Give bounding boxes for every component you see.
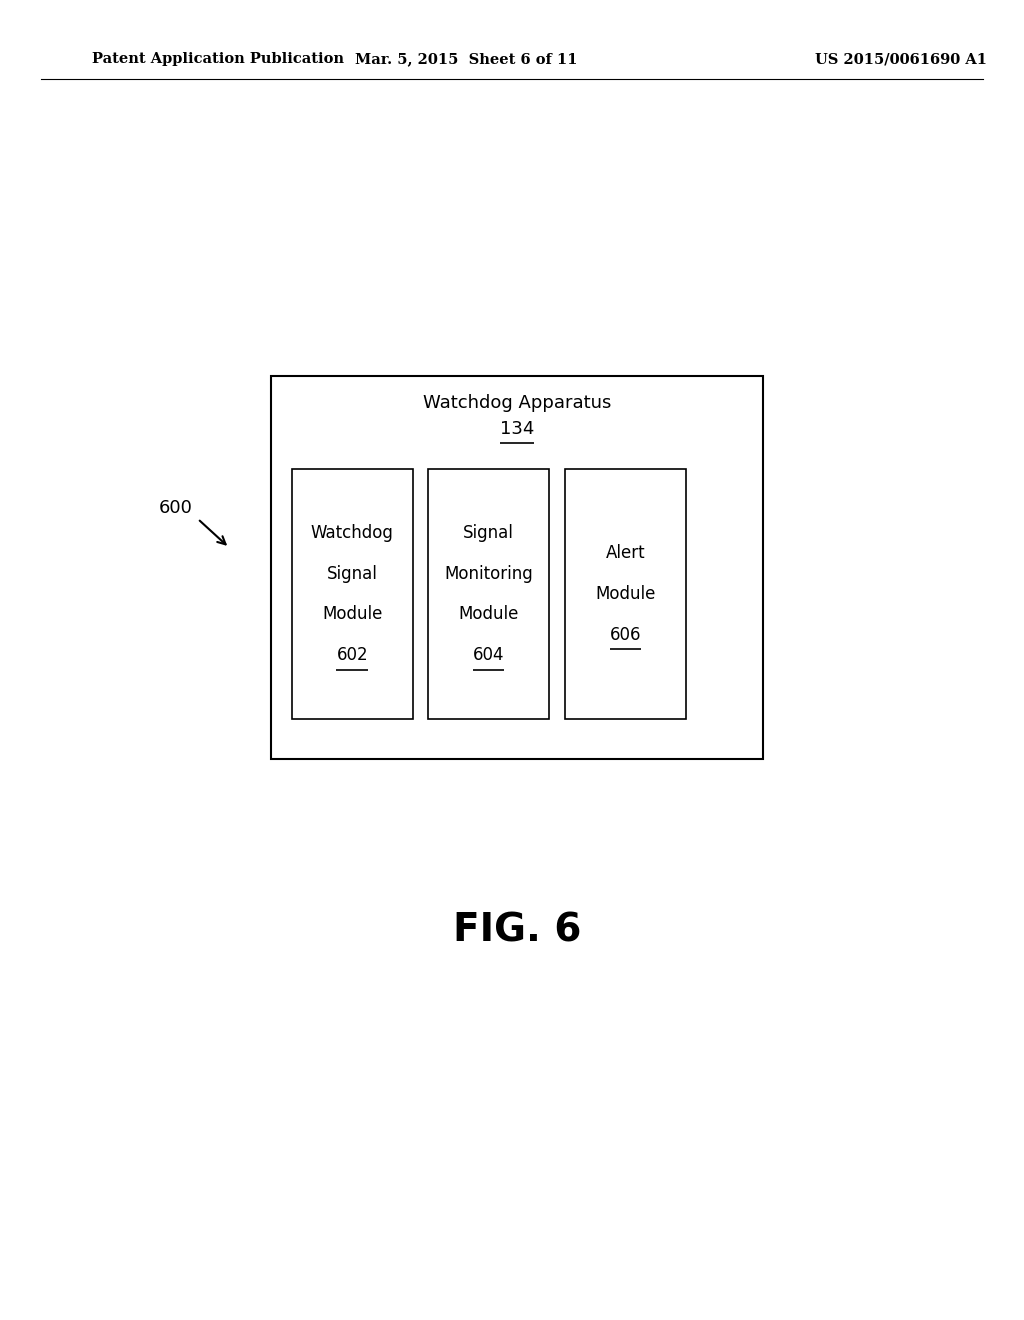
Text: Alert: Alert [606,544,645,562]
Text: 606: 606 [610,626,641,644]
Text: FIG. 6: FIG. 6 [453,912,582,949]
Text: US 2015/0061690 A1: US 2015/0061690 A1 [815,53,987,66]
Bar [271,376,763,759]
Text: Watchdog Apparatus: Watchdog Apparatus [423,393,611,412]
Text: Module: Module [459,606,518,623]
Bar [292,469,413,719]
Text: Module: Module [596,585,655,603]
Text: Signal: Signal [463,524,514,541]
Text: 604: 604 [473,647,504,664]
Text: Patent Application Publication: Patent Application Publication [92,53,344,66]
Bar [565,469,686,719]
Text: Mar. 5, 2015  Sheet 6 of 11: Mar. 5, 2015 Sheet 6 of 11 [354,53,578,66]
Text: Watchdog: Watchdog [311,524,393,541]
Text: 134: 134 [500,420,535,438]
Text: 602: 602 [337,647,368,664]
Bar [428,469,549,719]
Text: Signal: Signal [327,565,378,582]
Text: Monitoring: Monitoring [444,565,532,582]
Text: Module: Module [323,606,382,623]
Text: 600: 600 [159,499,193,517]
